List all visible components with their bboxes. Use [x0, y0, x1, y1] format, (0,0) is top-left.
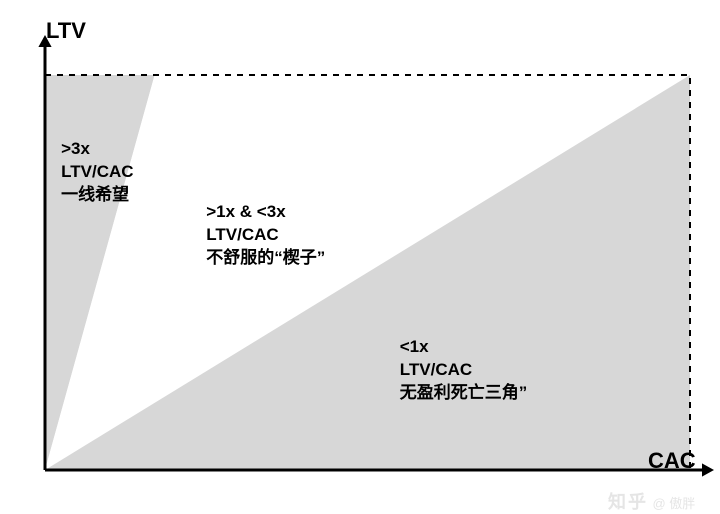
region-1x-3x-label: >1x & <3x LTV/CAC 不舒服的“楔子”	[206, 201, 325, 270]
region-3x-label: >3x LTV/CAC 一线希望	[61, 138, 133, 207]
y-axis-label: LTV	[46, 18, 86, 44]
x-axis-arrow-icon	[702, 463, 714, 476]
plot-svg	[0, 0, 720, 514]
region-lt1x-label: <1x LTV/CAC 无盈利死亡三角”	[400, 336, 528, 405]
x-axis-label: CAC	[648, 448, 696, 474]
diagram-canvas: LTV CAC >3x LTV/CAC 一线希望 >1x & <3x LTV/CA…	[0, 0, 720, 514]
